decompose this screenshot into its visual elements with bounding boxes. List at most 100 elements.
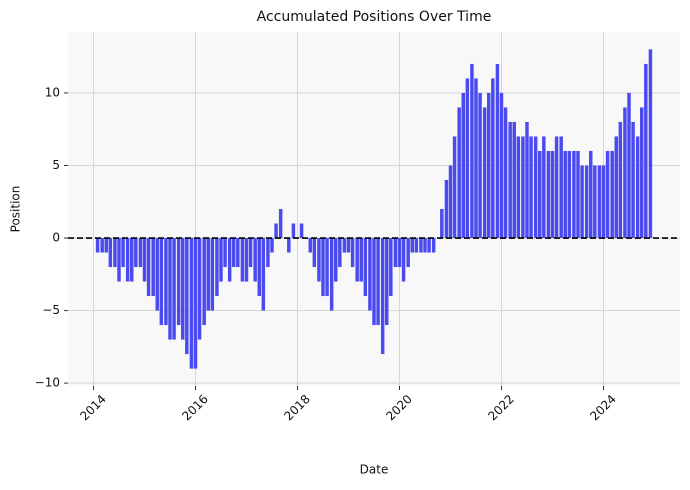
bar	[542, 136, 546, 239]
bar	[452, 136, 457, 239]
bar	[414, 238, 419, 253]
bar	[368, 238, 372, 311]
bar	[215, 238, 219, 297]
bar	[495, 63, 500, 239]
bar	[189, 238, 194, 369]
bar	[197, 238, 202, 340]
bar	[576, 150, 580, 239]
bar	[648, 49, 653, 239]
bar	[605, 150, 610, 239]
bar	[372, 238, 376, 326]
bar	[312, 238, 317, 268]
bar	[423, 238, 427, 253]
bar	[376, 238, 380, 326]
bar	[274, 223, 278, 239]
bar	[478, 92, 482, 239]
bar	[142, 238, 147, 282]
bar	[355, 238, 359, 282]
bar	[440, 209, 444, 239]
bar	[550, 150, 555, 239]
bar	[584, 165, 589, 239]
bar	[516, 136, 521, 239]
bar	[635, 136, 640, 239]
bar	[389, 238, 393, 297]
bar	[554, 136, 559, 239]
bar	[138, 238, 143, 268]
bar	[210, 238, 215, 311]
bar	[546, 150, 551, 239]
bar	[457, 107, 461, 239]
bar	[538, 150, 542, 239]
x-tick-label: 2022	[485, 392, 516, 423]
bar	[393, 238, 398, 268]
bar	[627, 92, 631, 239]
bar	[385, 238, 389, 326]
bar	[512, 121, 516, 239]
bar	[146, 238, 151, 297]
bar	[117, 238, 121, 282]
bar	[465, 78, 470, 239]
bar	[580, 165, 584, 239]
bar	[278, 209, 283, 239]
bar	[359, 238, 363, 282]
bar	[257, 238, 261, 297]
bar	[193, 238, 198, 369]
bar	[618, 121, 623, 239]
bar	[108, 238, 113, 268]
bar	[350, 238, 355, 268]
chart-title: Accumulated Positions Over Time	[257, 9, 492, 25]
bar	[508, 121, 512, 239]
bar	[346, 238, 351, 253]
bar	[491, 78, 495, 239]
y-tick-label: −10	[35, 376, 60, 390]
bar	[125, 238, 130, 282]
bar	[401, 238, 406, 282]
bar	[601, 165, 606, 239]
bar	[317, 238, 321, 282]
y-axis-label: Position	[9, 186, 23, 233]
bar	[227, 238, 232, 282]
bar	[533, 136, 538, 239]
bar	[155, 238, 159, 311]
bar	[232, 238, 236, 268]
bar	[95, 238, 100, 253]
bar	[130, 238, 134, 282]
bar	[206, 238, 210, 311]
bar	[261, 238, 266, 311]
bar	[482, 107, 487, 239]
bar	[185, 238, 189, 355]
bar	[419, 238, 423, 253]
bar	[529, 136, 533, 239]
bar	[342, 238, 347, 253]
bar	[427, 238, 431, 253]
bar	[410, 238, 414, 253]
bar	[329, 238, 334, 311]
bar	[253, 238, 257, 282]
bar	[589, 150, 593, 239]
y-tick-label: 10	[45, 85, 60, 99]
bar	[134, 238, 138, 268]
bar	[181, 238, 185, 340]
bar	[631, 121, 635, 239]
bar	[470, 63, 474, 239]
bar	[236, 238, 240, 268]
y-tick-label: 5	[52, 158, 60, 172]
bar	[338, 238, 342, 268]
bar	[270, 238, 274, 253]
bar	[363, 238, 368, 297]
x-tick-label: 2014	[77, 392, 108, 423]
bar	[521, 136, 525, 239]
bar	[159, 238, 164, 326]
bar	[525, 121, 529, 239]
bar	[431, 238, 436, 253]
bar	[266, 238, 270, 268]
bar	[567, 150, 572, 239]
bar	[248, 238, 253, 268]
y-tick-label: −5	[42, 303, 60, 317]
bar	[321, 238, 325, 297]
bar	[597, 165, 602, 239]
bar	[610, 150, 614, 239]
y-tick-label: 0	[52, 231, 60, 245]
bar	[397, 238, 402, 268]
